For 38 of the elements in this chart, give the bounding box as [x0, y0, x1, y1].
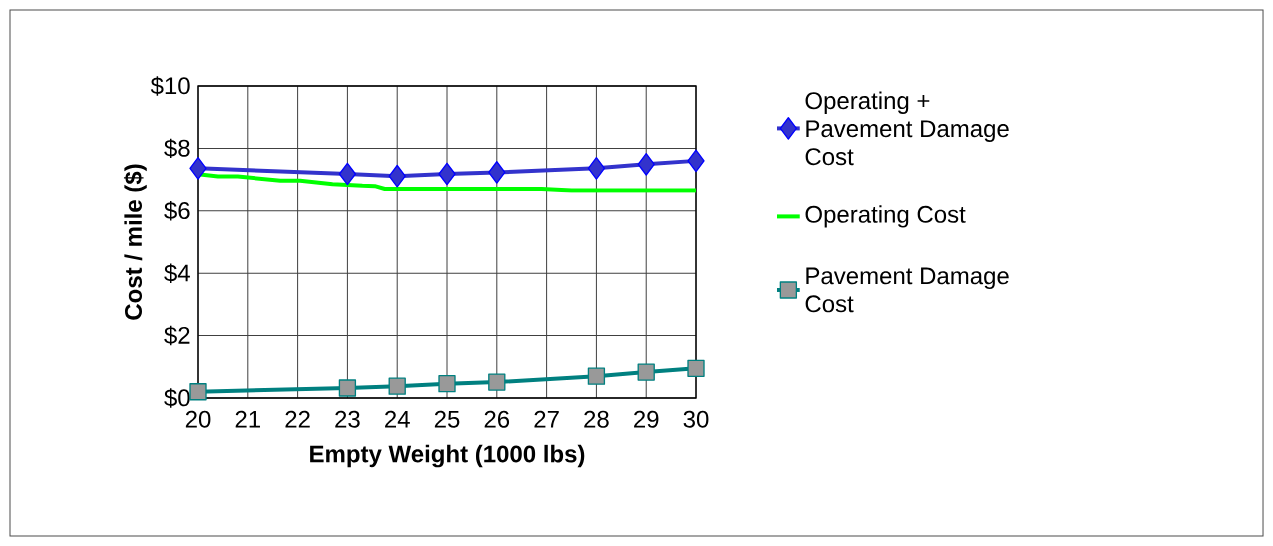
point: [587, 157, 606, 180]
point: [338, 379, 357, 397]
y-tick-label: $0: [164, 388, 190, 408]
legend-label: Operating Cost: [805, 205, 966, 228]
y-tick-label: $2: [164, 325, 190, 346]
x-tick-label: 28: [584, 410, 609, 428]
x-tick-label: 25: [434, 410, 460, 428]
y-axis-title: Cost / mile ($): [123, 164, 147, 320]
x-tick-label: 23: [335, 410, 360, 428]
x-tick-label: 21: [235, 410, 260, 428]
point: [189, 383, 207, 401]
legend-label: Operating + Pavement Damage Cost: [805, 91, 1009, 166]
x-tick-label: 26: [484, 410, 510, 428]
x-tick-label: 30: [683, 410, 709, 428]
x-axis-title: Empty Weight (1000 lbs): [310, 444, 585, 468]
point: [189, 157, 207, 180]
x-tick-label: 20: [185, 410, 211, 428]
x-tick-label: 22: [285, 410, 310, 428]
x-tick-label: 27: [534, 410, 559, 428]
point: [488, 373, 506, 391]
point: [637, 152, 655, 176]
y-tick-label: $8: [164, 138, 190, 159]
y-tick-label: $4: [164, 263, 190, 283]
point: [637, 363, 655, 381]
point: [687, 149, 705, 173]
point: [438, 162, 456, 186]
point: [438, 374, 456, 393]
point: [687, 359, 705, 378]
point: [388, 164, 406, 188]
legend-label: Pavement Damage Cost: [805, 267, 1009, 313]
point: [338, 162, 357, 186]
x-tick-label: 29: [634, 410, 659, 428]
y-tick-label: $10: [150, 76, 190, 96]
y-tick-label: $6: [164, 201, 190, 221]
point: [388, 377, 406, 395]
point: [587, 367, 606, 385]
point: [488, 161, 506, 184]
x-tick-label: 24: [385, 410, 410, 428]
